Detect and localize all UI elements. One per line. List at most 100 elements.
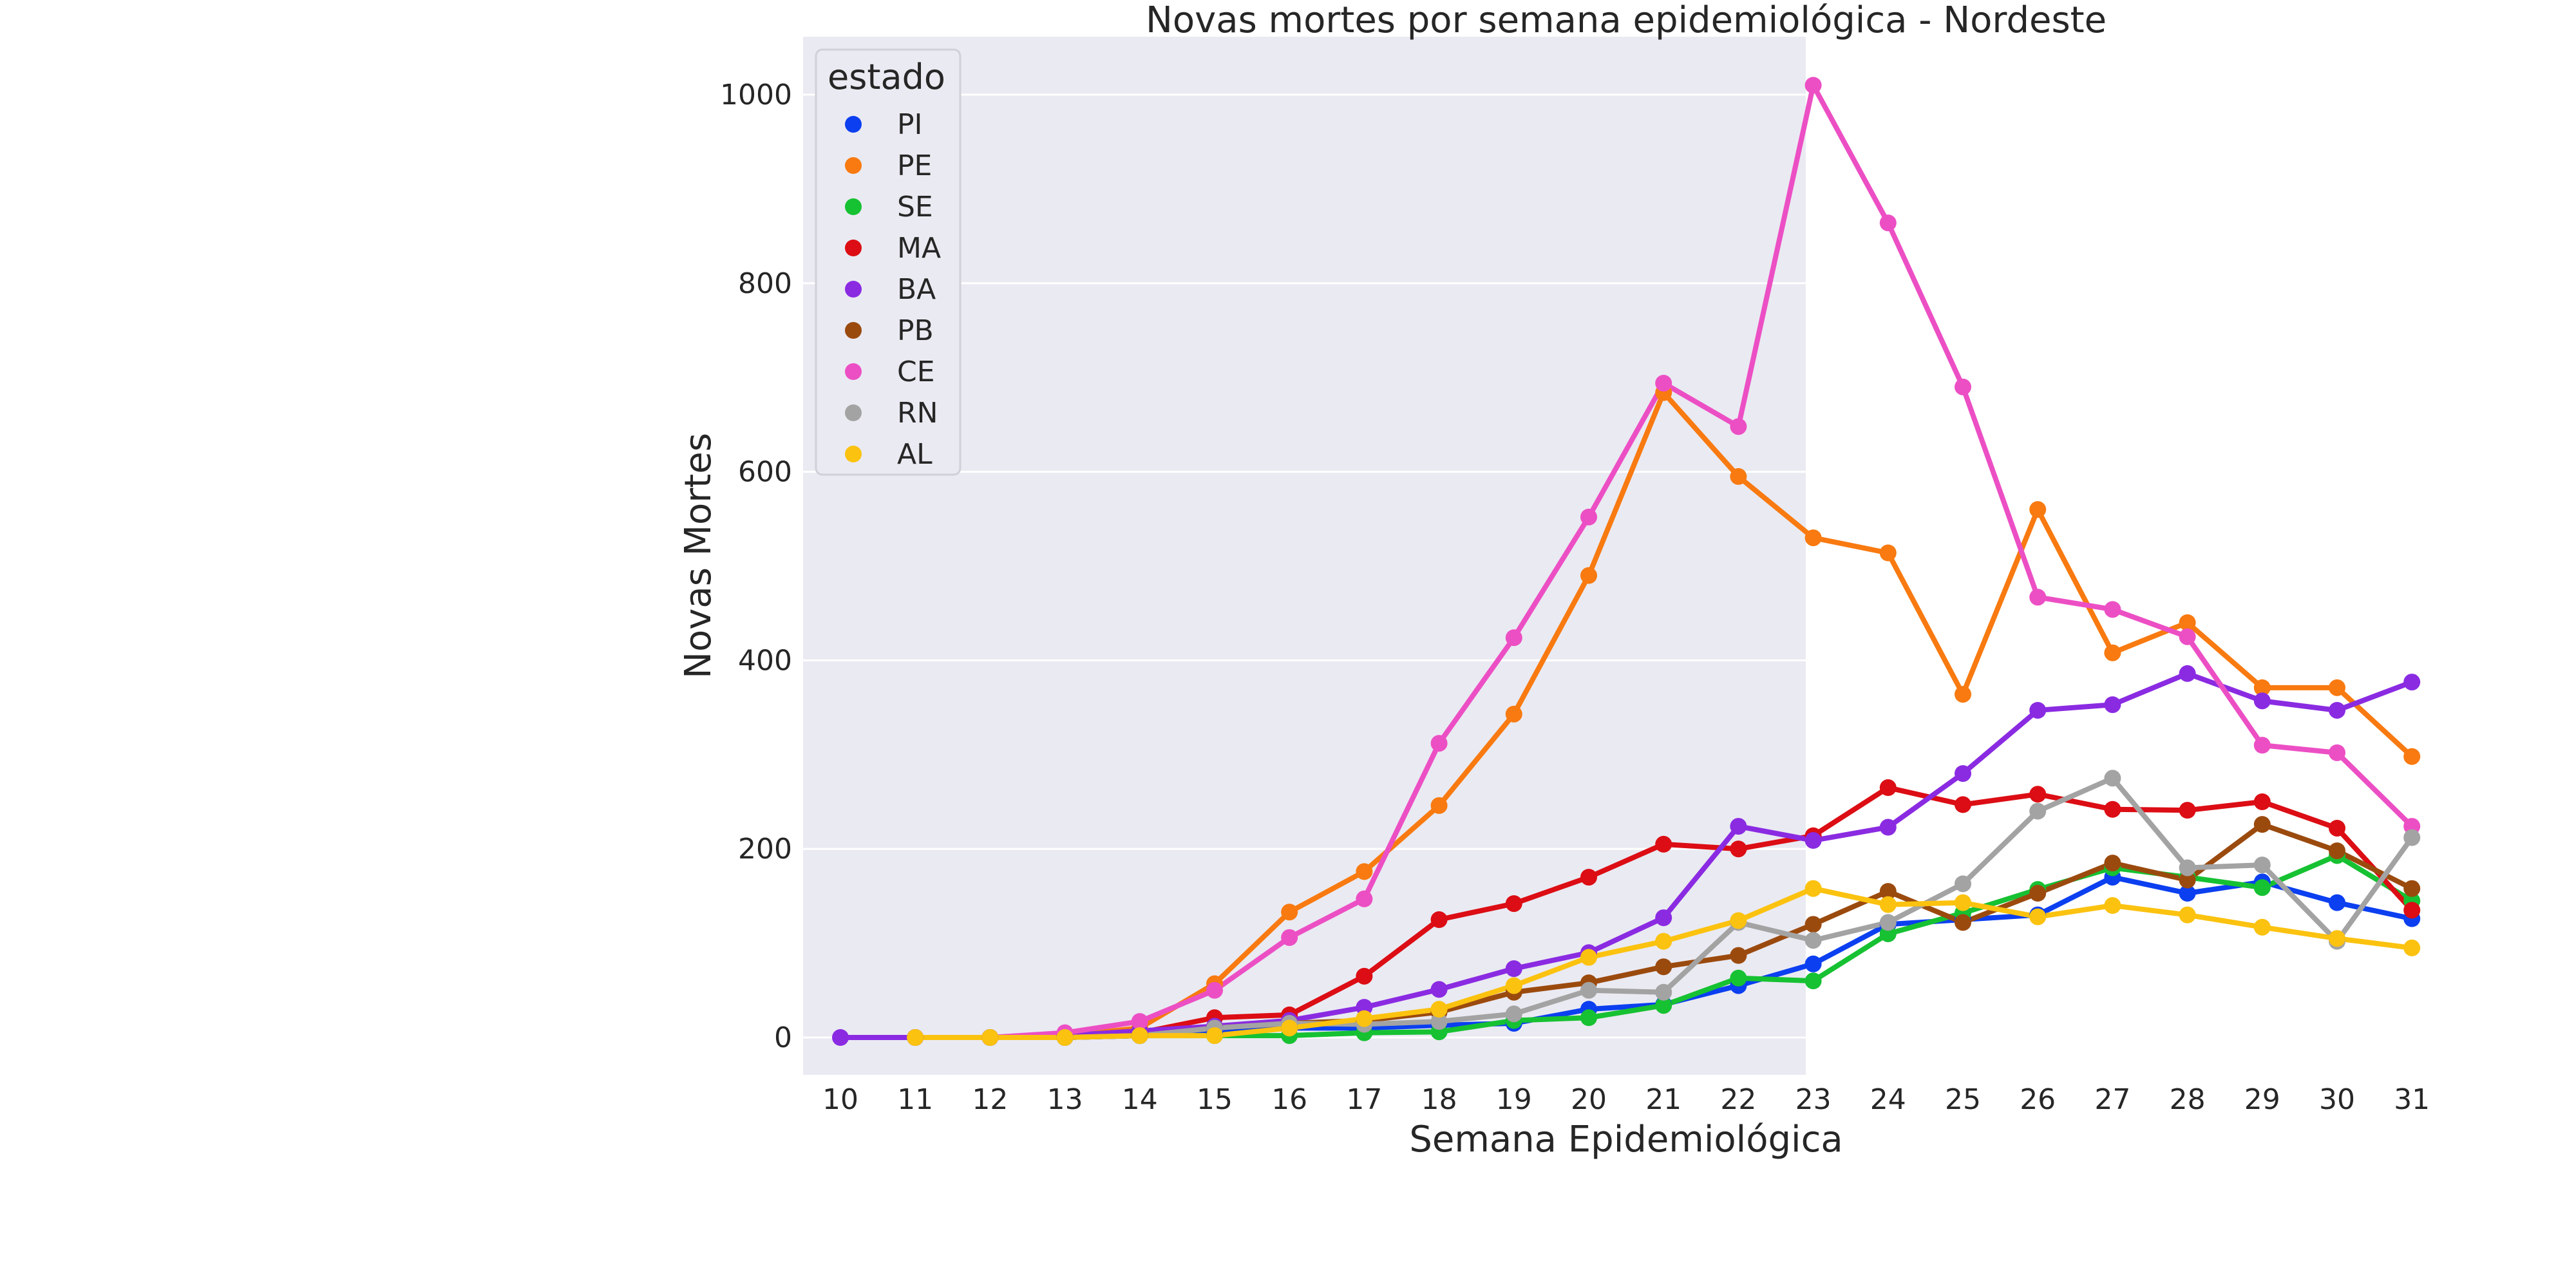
data-point-pe <box>1505 705 1522 723</box>
data-point-ba <box>2179 665 2196 682</box>
data-point-ba <box>1955 765 1971 782</box>
legend-label-pe: PE <box>897 149 932 182</box>
data-point-pe <box>1430 797 1448 814</box>
legend-label-al: AL <box>897 438 933 471</box>
data-point-se <box>1804 972 1822 990</box>
x-tick-label: 16 <box>1271 1083 1307 1116</box>
data-point-ba <box>2104 696 2121 714</box>
y-tick-label: 0 <box>774 1021 792 1054</box>
x-tick-label: 15 <box>1197 1083 1233 1116</box>
data-point-al <box>981 1029 999 1046</box>
data-point-pb <box>2029 885 2047 902</box>
chart-title: Novas mortes por semana epidemiológica -… <box>1146 0 2107 41</box>
legend-label-ma: MA <box>897 232 941 265</box>
data-point-ce <box>1730 418 1747 435</box>
x-tick-label: 13 <box>1047 1083 1083 1116</box>
legend-label-pb: PB <box>897 314 934 347</box>
data-point-al <box>1281 1019 1298 1037</box>
data-point-al <box>1356 1010 1373 1027</box>
data-point-rn <box>2253 857 2271 874</box>
legend-marker-se <box>845 198 862 215</box>
data-point-pe <box>1356 863 1373 880</box>
data-point-pe <box>2029 501 2047 518</box>
x-tick-label: 21 <box>1645 1083 1681 1116</box>
legend-marker-al <box>845 446 862 462</box>
data-point-al <box>2329 930 2345 947</box>
data-point-ce <box>2329 744 2345 761</box>
data-point-pi <box>2179 885 2196 902</box>
data-point-ba <box>1655 909 1672 927</box>
data-point-pb <box>1879 883 1897 900</box>
data-point-ma <box>2029 786 2047 803</box>
data-point-pe <box>2403 748 2421 765</box>
data-point-ma <box>1730 840 1747 858</box>
x-tick-label: 20 <box>1571 1083 1607 1116</box>
x-tick-label: 10 <box>822 1083 858 1116</box>
data-point-ma <box>2104 800 2121 818</box>
x-tick-label: 25 <box>1945 1083 1981 1116</box>
y-tick-label: 800 <box>738 267 792 300</box>
data-point-ce <box>2029 589 2047 606</box>
x-tick-label: 26 <box>2020 1083 2056 1116</box>
x-tick-label: 30 <box>2319 1083 2355 1116</box>
legend-label-pi: PI <box>897 108 923 141</box>
data-point-ma <box>1955 796 1971 813</box>
data-point-pb <box>1655 958 1672 976</box>
data-point-ma <box>1430 911 1448 928</box>
data-point-ba <box>2329 701 2345 719</box>
legend-marker-pb <box>845 322 862 339</box>
data-point-al <box>1056 1029 1074 1046</box>
data-point-rn <box>1955 875 1971 893</box>
x-tick-label: 22 <box>1720 1083 1756 1116</box>
data-point-pb <box>2253 816 2271 833</box>
data-point-ba <box>1430 981 1448 998</box>
data-point-al <box>1580 949 1597 966</box>
x-tick-label: 24 <box>1870 1083 1906 1116</box>
data-point-pe <box>2329 679 2345 696</box>
data-point-ma <box>2179 802 2196 819</box>
data-point-rn <box>1804 932 1822 949</box>
data-point-pb <box>1955 914 1971 931</box>
data-point-pb <box>2403 880 2421 897</box>
legend-marker-ma <box>845 240 862 256</box>
data-point-ce <box>1879 214 1897 232</box>
data-point-al <box>2029 908 2047 925</box>
data-point-rn <box>2104 770 2121 787</box>
data-point-rn <box>2029 802 2047 820</box>
data-point-ba <box>1804 832 1822 849</box>
data-point-al <box>2179 906 2196 923</box>
y-tick-label: 600 <box>738 456 792 489</box>
data-point-ce <box>1804 77 1822 94</box>
data-point-rn <box>1580 981 1597 999</box>
data-point-ce <box>2179 628 2196 645</box>
x-tick-label: 23 <box>1795 1083 1832 1116</box>
data-point-ma <box>1655 835 1672 853</box>
x-tick-label: 17 <box>1346 1083 1382 1116</box>
legend-label-se: SE <box>897 191 933 223</box>
y-tick-label: 200 <box>738 833 792 866</box>
series-line-ba <box>838 670 2415 1040</box>
x-tick-label: 14 <box>1122 1083 1158 1116</box>
data-point-pe <box>1580 567 1597 584</box>
data-point-pe <box>1730 468 1747 485</box>
legend-label-rn: RN <box>897 397 938 430</box>
data-point-ba <box>1505 960 1522 978</box>
data-point-rn <box>2403 829 2421 846</box>
data-point-ma <box>1879 779 1897 797</box>
data-point-ma <box>2403 902 2421 919</box>
data-point-ba <box>1730 818 1747 835</box>
data-point-ce <box>1505 629 1522 647</box>
data-point-al <box>1955 894 1971 911</box>
data-point-pe <box>2253 679 2271 696</box>
legend-items: PI PE SE MA BA PB CE RN AL <box>845 108 941 471</box>
x-tick-label: 11 <box>897 1083 933 1116</box>
data-point-al <box>1730 912 1747 929</box>
legend-title: estado <box>828 57 945 97</box>
data-point-pe <box>1281 904 1298 921</box>
legend-marker-pe <box>845 157 862 174</box>
data-point-pe <box>1955 686 1971 703</box>
data-point-ce <box>1655 374 1672 392</box>
data-point-ce <box>1430 735 1448 752</box>
data-point-ba <box>1879 819 1897 836</box>
